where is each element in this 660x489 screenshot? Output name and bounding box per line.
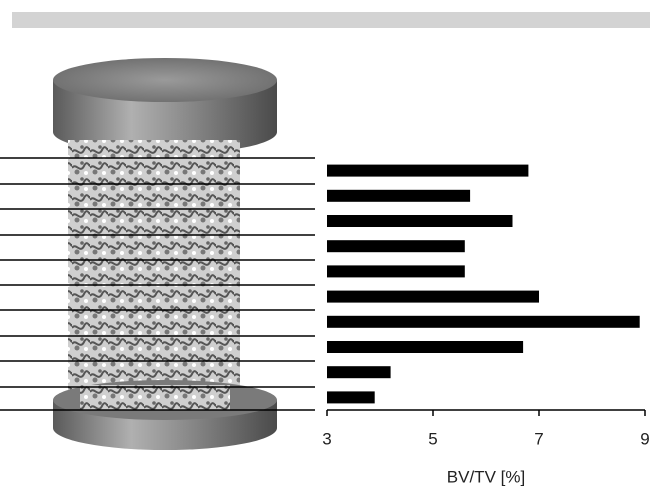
chart: BV/TV [%] 3 5 7 9 bbox=[0, 0, 660, 489]
bar bbox=[327, 291, 539, 303]
bar bbox=[327, 391, 375, 403]
bar bbox=[327, 215, 513, 227]
specimen-illustration bbox=[0, 58, 315, 450]
bar bbox=[327, 341, 523, 353]
bar bbox=[327, 265, 465, 277]
header-bar bbox=[12, 12, 650, 28]
bar bbox=[327, 190, 470, 202]
x-tick-label: 5 bbox=[428, 429, 437, 448]
x-tick-label: 3 bbox=[322, 429, 331, 448]
x-axis-label: BV/TV [%] bbox=[447, 467, 525, 486]
bar bbox=[327, 240, 465, 252]
bar bbox=[327, 366, 391, 378]
x-tick-label: 9 bbox=[640, 429, 649, 448]
bar bbox=[327, 165, 528, 177]
bar bbox=[327, 316, 640, 328]
page: {"chart_data": {"type": "bar", "orientat… bbox=[0, 0, 660, 489]
x-tick-label: 7 bbox=[534, 429, 543, 448]
